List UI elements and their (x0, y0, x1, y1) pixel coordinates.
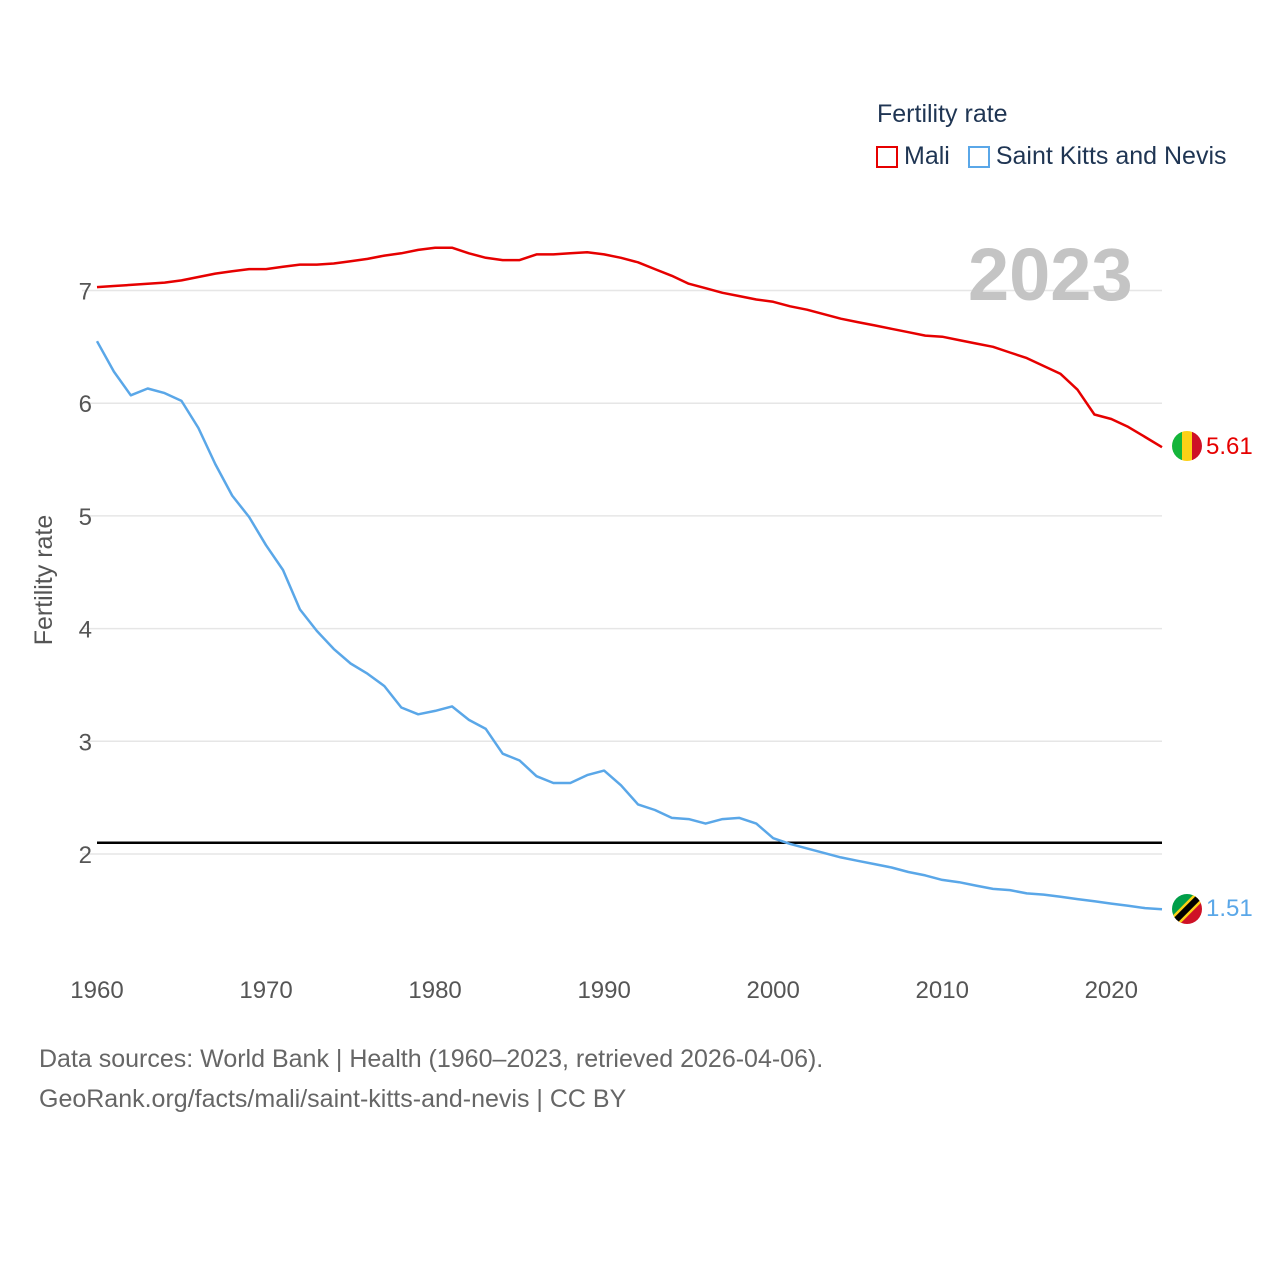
saint-kitts-and-nevis-flag-icon (1172, 894, 1202, 924)
legend-swatch-saint-kitts-and-nevis (967, 145, 990, 168)
legend-swatch-mali (876, 145, 898, 168)
legend-title: Fertility rate (877, 100, 1008, 128)
x-tick-label-1980: 1980 (408, 977, 461, 1004)
x-tick-label-2010: 2010 (916, 977, 969, 1004)
mali-end-value: 5.61 (1206, 433, 1253, 460)
x-tick-label-1990: 1990 (577, 977, 630, 1004)
y-axis-label: Fertility rate (30, 515, 58, 646)
legend: Mali Saint Kitts and Nevis (876, 142, 1245, 171)
series-line-mali (96, 246, 1163, 449)
mali-flag-icon (1172, 431, 1202, 461)
legend-label-mali: Mali (904, 142, 950, 170)
series-line-saint-kitts-and-nevis (95, 340, 1163, 911)
legend-label-saint-kitts-and-nevis: Saint Kitts and Nevis (995, 142, 1227, 170)
x-tick-label-2020: 2020 (1085, 977, 1138, 1004)
y-tick-label-5: 5 (79, 504, 92, 531)
source-line-1: Data sources: World Bank | Health (1960–… (39, 1045, 824, 1073)
x-tick-label-1960: 1960 (70, 977, 123, 1004)
source-line-2[interactable]: GeoRank.org/facts/mali/saint-kitts-and-n… (39, 1085, 627, 1113)
legend-item-saint-kitts-and-nevis[interactable]: Saint Kitts and Nevis (967, 142, 1227, 171)
skn-end-value: 1.51 (1206, 895, 1253, 922)
y-tick-label-7: 7 (79, 279, 92, 306)
x-tick-label-2000: 2000 (746, 977, 799, 1004)
year-stamp: 2023 (968, 233, 1133, 316)
y-tick-label-2: 2 (79, 842, 92, 869)
y-tick-label-6: 6 (79, 391, 92, 418)
y-tick-label-4: 4 (79, 617, 92, 644)
x-tick-label-1970: 1970 (239, 977, 292, 1004)
y-tick-label-3: 3 (79, 729, 92, 756)
legend-item-mali[interactable]: Mali (876, 142, 950, 171)
